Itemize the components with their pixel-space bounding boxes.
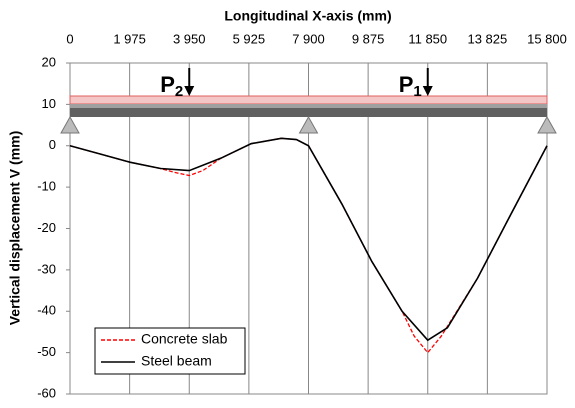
y-tick-label: -20 — [37, 220, 56, 235]
load-arrowhead — [422, 86, 433, 96]
beam-web — [70, 108, 547, 117]
y-tick-label: -40 — [37, 303, 56, 318]
x-tick-label: 5 925 — [233, 31, 266, 46]
x-tick-label: 15 800 — [527, 31, 567, 46]
y-tick-label: -60 — [37, 385, 56, 400]
legend-label: Concrete slab — [141, 331, 228, 347]
support — [60, 115, 80, 134]
x-tick-label: 7 900 — [292, 31, 325, 46]
slab — [69, 95, 548, 105]
support — [537, 115, 557, 134]
x-tick-label: 1 975 — [113, 31, 146, 46]
support — [298, 115, 319, 134]
y-tick-label: -10 — [37, 179, 56, 194]
x-tick-label: 13 825 — [467, 31, 507, 46]
y-tick-label: 0 — [49, 137, 56, 152]
y-tick-label: 10 — [42, 96, 56, 111]
y-axis-title: Vertical displacement V (mm) — [7, 131, 23, 326]
load-label: P2 — [160, 72, 183, 100]
load-letter: P — [160, 72, 175, 97]
series-line — [69, 137, 548, 354]
load-arrowhead — [184, 86, 195, 96]
beam-flange — [70, 104, 547, 108]
legend — [94, 327, 246, 375]
y-tick-label: 20 — [42, 54, 56, 69]
load-subscript: 1 — [413, 83, 421, 100]
load-label: P1 — [399, 72, 422, 100]
load-subscript: 2 — [175, 83, 183, 100]
x-tick-label: 11 850 — [408, 31, 447, 46]
y-tick-label: -50 — [37, 344, 56, 359]
y-tick-label: -30 — [37, 261, 56, 276]
series-line — [69, 137, 548, 342]
legend-label: Steel beam — [141, 353, 212, 369]
x-tick-label: 0 — [66, 31, 73, 46]
x-tick-label: 3 950 — [173, 31, 206, 46]
load-letter: P — [399, 72, 414, 97]
x-tick-label: 9 875 — [352, 31, 385, 46]
structure — [60, 95, 557, 134]
x-axis-title: Longitudinal X-axis (mm) — [224, 8, 391, 24]
